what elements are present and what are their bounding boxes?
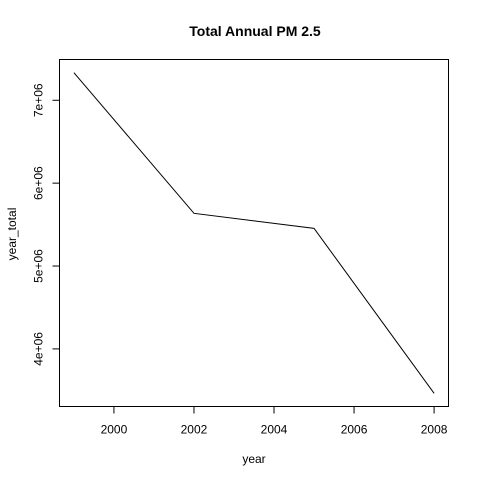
x-tick-label-2004: 2004 (261, 423, 288, 437)
x-tick-label-2006: 2006 (341, 423, 368, 437)
x-axis: 2000 2002 2004 2006 2008 (101, 406, 448, 437)
y-tick-label-2: 6e+06 (32, 166, 46, 200)
series-line-0 (73, 72, 435, 394)
x-tick-label-2008: 2008 (421, 423, 448, 437)
chart-title: Total Annual PM 2.5 (189, 23, 321, 39)
plot-area (59, 59, 449, 407)
y-tick-label-1: 5e+06 (32, 249, 46, 283)
x-tick-label-2000: 2000 (101, 423, 128, 437)
series-layer (73, 72, 435, 394)
y-axis-label: year_total (5, 208, 19, 261)
x-axis-label: year (242, 452, 265, 466)
y-tick-label-3: 7e+06 (32, 83, 46, 117)
x-tick-label-2002: 2002 (181, 423, 208, 437)
y-tick-label-0: 4e+06 (32, 332, 46, 366)
y-axis: 4e+06 5e+06 6e+06 7e+06 (32, 83, 60, 366)
